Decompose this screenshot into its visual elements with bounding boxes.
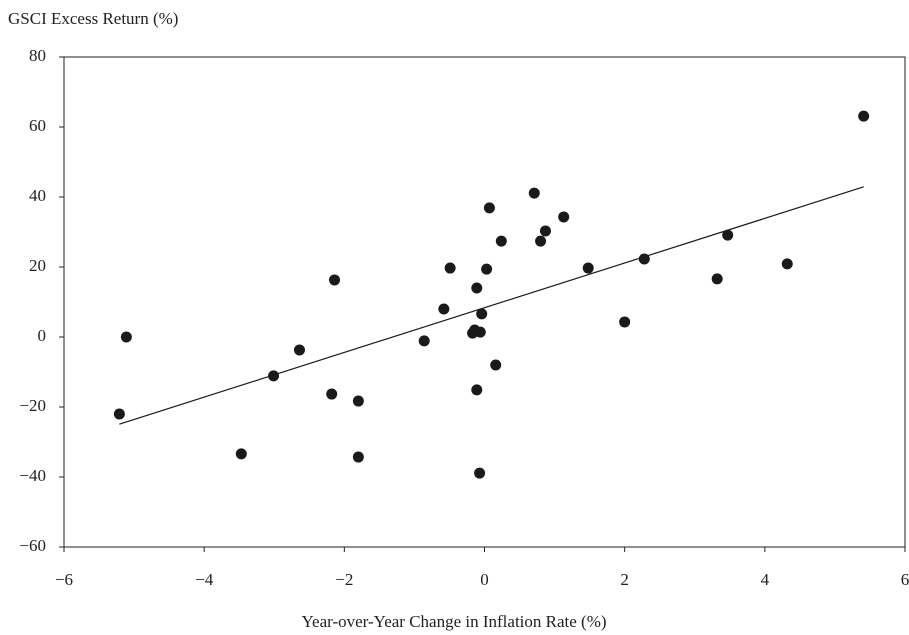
y-tick-label: 20 [29, 256, 46, 275]
point [474, 326, 486, 338]
point [638, 253, 650, 265]
point [582, 262, 594, 274]
point [329, 274, 341, 286]
y-tick-label: −20 [19, 396, 46, 415]
point [120, 331, 132, 343]
point [619, 316, 631, 328]
y-axis-title: GSCI Excess Return (%) [8, 9, 178, 28]
y-tick-label: 80 [29, 46, 46, 65]
trend-line [119, 186, 864, 425]
point [476, 308, 488, 320]
point [781, 258, 793, 270]
point [722, 229, 734, 241]
x-tick-label: −6 [55, 570, 73, 589]
point [326, 388, 338, 400]
point [444, 262, 456, 274]
y-tick-label: −40 [19, 466, 46, 485]
y-tick-label: 60 [29, 116, 46, 135]
point [352, 451, 364, 463]
point [483, 202, 495, 214]
point [481, 263, 493, 275]
y-tick-label: −60 [19, 536, 46, 555]
point [490, 359, 502, 371]
point [858, 110, 870, 122]
y-tick-label: 0 [38, 326, 47, 345]
point [471, 384, 483, 396]
x-tick-label: 4 [761, 570, 770, 589]
x-tick-label: 6 [901, 570, 909, 589]
point [471, 282, 483, 294]
point [293, 344, 305, 356]
point [535, 235, 547, 247]
point [352, 395, 364, 407]
point [711, 273, 723, 285]
y-tick-label: 40 [29, 186, 46, 205]
point [113, 408, 125, 420]
x-tick-label: −2 [335, 570, 353, 589]
point [438, 303, 450, 315]
point [418, 335, 430, 347]
x-tick-label: 0 [480, 570, 489, 589]
point [474, 467, 486, 479]
point [528, 187, 540, 199]
point [539, 225, 551, 237]
point [268, 370, 280, 382]
x-tick-label: −4 [195, 570, 214, 589]
x-tick-label: 2 [620, 570, 629, 589]
point [558, 211, 570, 223]
point [235, 448, 247, 460]
point [495, 235, 507, 247]
x-axis-title: Year-over-Year Change in Inflation Rate … [301, 612, 606, 631]
